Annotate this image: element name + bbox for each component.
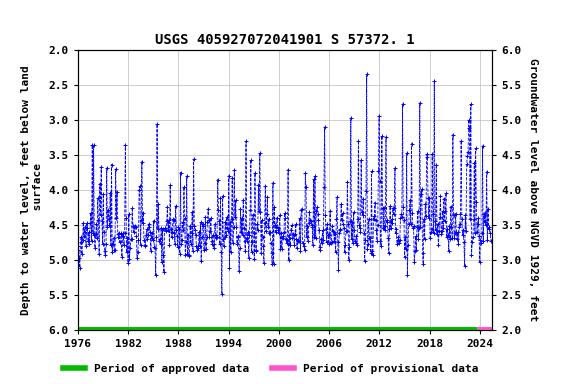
Y-axis label: Groundwater level above NGVD 1929, feet: Groundwater level above NGVD 1929, feet: [528, 58, 539, 322]
Y-axis label: Depth to water level, feet below land
 surface: Depth to water level, feet below land su…: [21, 65, 43, 315]
Legend: Period of approved data, Period of provisional data: Period of approved data, Period of provi…: [59, 359, 483, 379]
Title: USGS 405927072041901 S 57372. 1: USGS 405927072041901 S 57372. 1: [156, 33, 415, 47]
